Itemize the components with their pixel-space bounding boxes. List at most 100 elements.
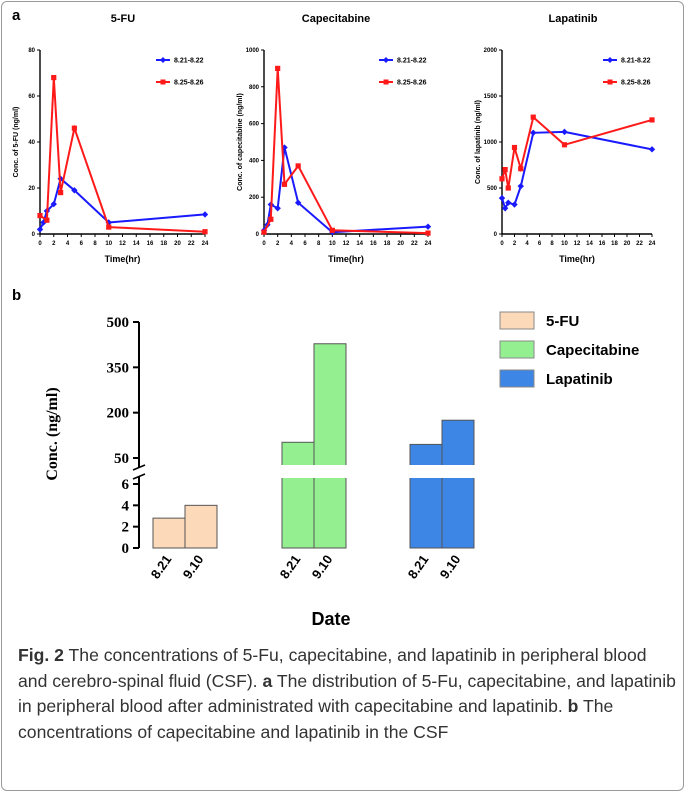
- legend-swatch: [499, 340, 535, 359]
- y-tick-label: 2: [122, 520, 130, 536]
- y-tick-label: 0: [494, 232, 498, 238]
- x-tick-label: 8.21: [405, 552, 432, 581]
- caption-b-text: The concentrations of capecitabine and l…: [18, 696, 614, 742]
- x-tick-label: 6: [80, 241, 84, 247]
- legend-marker: [383, 57, 389, 63]
- legend-label: 8.25-8.26: [174, 80, 204, 87]
- caption-intro: The concentrations of 5-Fu, capecitabine…: [18, 645, 647, 691]
- x-tick-label: 16: [599, 241, 606, 247]
- data-point: [530, 129, 537, 136]
- x-tick-label: 2: [276, 241, 280, 247]
- x-tick-label: 14: [133, 241, 140, 247]
- panel-a-label: a: [12, 7, 21, 24]
- x-tick-label: 9.10: [309, 552, 336, 581]
- x-tick-label: 10: [105, 241, 112, 247]
- series-line-2: [263, 68, 429, 235]
- data-point: [499, 176, 505, 182]
- data-point: [40, 219, 47, 226]
- chart-title: Capecitabine: [302, 13, 370, 25]
- data-point: [424, 223, 432, 230]
- data-point: [105, 219, 112, 226]
- x-tick-label: 0: [38, 241, 42, 247]
- x-tick-label: 22: [636, 241, 643, 247]
- data-point: [106, 224, 112, 230]
- legend-marker: [607, 57, 613, 63]
- data-point: [505, 185, 511, 191]
- x-tick-label: 2: [513, 241, 517, 247]
- data-point: [561, 128, 568, 136]
- chart-title: Lapatinib: [549, 13, 598, 25]
- x-tick-label: 24: [202, 241, 209, 247]
- x-tick-label: 12: [119, 241, 126, 247]
- x-tick-label: 14: [586, 241, 593, 247]
- caption-fig-label: Fig. 2: [18, 645, 64, 665]
- x-tick-label: 20: [397, 241, 404, 247]
- data-point: [268, 216, 274, 222]
- x-tick-label: 2: [52, 241, 56, 247]
- data-point: [201, 211, 209, 218]
- data-point: [648, 146, 656, 153]
- y-axis-label: Conc. of capecitabine (ng/ml): [237, 93, 244, 191]
- y-tick-label: 20: [28, 186, 35, 192]
- data-point: [511, 201, 518, 208]
- y-tick-label: 400: [249, 158, 260, 164]
- series-line-2: [39, 77, 206, 233]
- legend-label: Capecitabine: [546, 342, 639, 359]
- x-tick-label: 24: [649, 241, 656, 247]
- y-tick-label: 2000: [484, 48, 498, 54]
- y-tick-label: 0: [256, 232, 260, 238]
- y-tick-label: 0: [122, 541, 130, 557]
- data-point: [530, 114, 536, 120]
- data-point: [517, 182, 524, 190]
- legend-marker: [160, 79, 166, 85]
- x-tick-label: 9.10: [180, 552, 207, 581]
- x-tick-label: 4: [66, 241, 70, 247]
- data-point: [329, 227, 335, 233]
- x-tick-label: 24: [425, 241, 432, 247]
- y-tick-label: 1000: [246, 48, 260, 54]
- bar-lapatinib-9.10: [441, 419, 475, 549]
- y-tick-label: 1500: [484, 94, 498, 100]
- legend-marker: [383, 79, 389, 85]
- caption-b-label: b: [567, 696, 579, 716]
- y-tick-label: 600: [249, 122, 260, 128]
- x-tick-label: 8.21: [148, 552, 175, 581]
- x-tick-label: 18: [611, 241, 618, 247]
- series-line-1: [39, 177, 206, 230]
- y-tick-label: 200: [107, 406, 130, 422]
- data-point: [37, 213, 43, 219]
- data-point: [51, 75, 57, 81]
- x-tick-label: 20: [624, 241, 631, 247]
- legend-marker: [607, 79, 613, 85]
- legend-label: 8.21-8.22: [621, 58, 651, 65]
- data-point: [511, 144, 518, 151]
- y-tick-label: 60: [28, 94, 35, 100]
- data-point: [275, 65, 281, 71]
- y-tick-label: 500: [487, 186, 498, 192]
- y-tick-label: 80: [28, 48, 35, 54]
- legend-label: 8.25-8.26: [621, 80, 651, 87]
- data-point: [71, 187, 78, 194]
- y-axis-label: Conc. (ng/ml): [44, 387, 61, 480]
- x-tick-label: 8: [317, 241, 321, 247]
- x-tick-label: 8: [550, 241, 554, 247]
- x-tick-label: 10: [561, 241, 568, 247]
- caption-a-label: a: [262, 670, 273, 691]
- axes-line: [39, 50, 205, 235]
- bar-lapatinib-8.21: [409, 443, 443, 549]
- x-tick-label: 18: [160, 241, 167, 247]
- legend-label: 8.25-8.26: [397, 80, 427, 87]
- x-tick-label: 6: [538, 241, 542, 247]
- data-point: [274, 205, 281, 212]
- legend-label: 8.21-8.22: [174, 58, 204, 65]
- caption-a-text: The distribution of 5-Fu, capecitabine, …: [18, 670, 676, 717]
- legend-label: 5-FU: [546, 313, 579, 330]
- bar-5-fu-9.10: [184, 504, 218, 549]
- bar-capecitabine-8.21: [281, 441, 315, 549]
- y-tick-label: 50: [114, 451, 129, 467]
- data-point: [425, 230, 431, 236]
- data-point: [518, 166, 524, 172]
